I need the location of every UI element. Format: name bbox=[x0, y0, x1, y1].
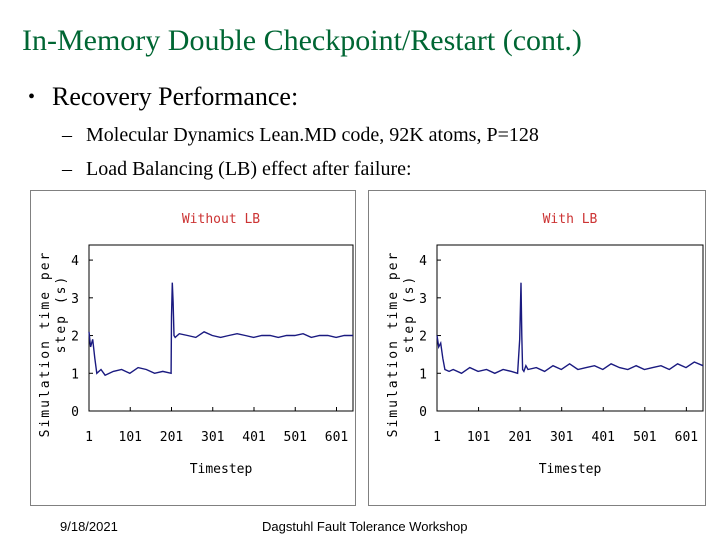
sub-item-2: – Load Balancing (LB) effect after failu… bbox=[62, 158, 412, 181]
y-tick-label: 3 bbox=[71, 292, 79, 307]
y-axis-label-2: step (s) bbox=[54, 275, 69, 354]
x-axis-label: Timestep bbox=[190, 462, 253, 477]
x-tick-label: 501 bbox=[633, 430, 656, 445]
sub-item-1: – Molecular Dynamics Lean.MD code, 92K a… bbox=[62, 124, 539, 147]
y-tick-label: 1 bbox=[71, 367, 79, 382]
bullet-dot: • bbox=[28, 86, 36, 108]
y-tick-label: 0 bbox=[419, 405, 427, 420]
chart-title: Without LB bbox=[182, 212, 260, 227]
chart-without-lb: Without LB 0 1 2 3 4 1 101 201 301 401 501 601 Timest… bbox=[30, 190, 356, 506]
footer-text: Dagstuhl Fault Tolerance Workshop bbox=[262, 519, 468, 534]
chart-with-lb: With LB 0 1 2 3 4 1 101 201 301 401 501 601 Timestep S… bbox=[368, 190, 706, 506]
y-axis-label-2: step (s) bbox=[402, 275, 417, 354]
y-tick-label: 2 bbox=[419, 330, 427, 345]
y-tick-label: 0 bbox=[71, 405, 79, 420]
x-tick-label: 1 bbox=[85, 430, 93, 445]
x-tick-label: 401 bbox=[242, 430, 265, 445]
x-tick-label: 401 bbox=[592, 430, 615, 445]
dash-icon: – bbox=[62, 124, 72, 146]
plot-area bbox=[88, 244, 354, 412]
x-tick-label: 1 bbox=[433, 430, 441, 445]
y-axis-label: Simulation time per bbox=[38, 251, 53, 438]
x-tick-label: 301 bbox=[550, 430, 573, 445]
plot-area bbox=[436, 244, 704, 412]
bullet-item: • Recovery Performance: bbox=[28, 82, 298, 112]
y-tick-label: 4 bbox=[71, 254, 79, 269]
y-tick-label: 4 bbox=[419, 254, 427, 269]
x-tick-label: 601 bbox=[325, 430, 348, 445]
dash-icon: – bbox=[62, 158, 72, 180]
x-tick-label: 101 bbox=[467, 430, 490, 445]
series-line bbox=[88, 282, 353, 377]
footer-date: 9/18/2021 bbox=[60, 519, 118, 534]
chart-title: With LB bbox=[543, 212, 598, 227]
x-axis-label: Timestep bbox=[539, 462, 602, 477]
x-tick-label: 501 bbox=[284, 430, 307, 445]
y-axis-label: Simulation time per bbox=[386, 251, 401, 438]
x-tick-label: 201 bbox=[160, 430, 183, 445]
sub-item-text: Load Balancing (LB) effect after failure… bbox=[86, 158, 412, 180]
x-tick-label: 601 bbox=[675, 430, 698, 445]
series-line bbox=[436, 282, 704, 375]
x-tick-label: 101 bbox=[119, 430, 142, 445]
x-tick-label: 201 bbox=[508, 430, 531, 445]
sub-item-text: Molecular Dynamics Lean.MD code, 92K ato… bbox=[86, 124, 539, 146]
y-tick-label: 1 bbox=[419, 367, 427, 382]
y-tick-label: 3 bbox=[419, 292, 427, 307]
y-tick-label: 2 bbox=[71, 330, 79, 345]
slide-title: In-Memory Double Checkpoint/Restart (con… bbox=[22, 24, 582, 57]
bullet-text: Recovery Performance: bbox=[52, 82, 299, 111]
x-tick-label: 301 bbox=[201, 430, 224, 445]
